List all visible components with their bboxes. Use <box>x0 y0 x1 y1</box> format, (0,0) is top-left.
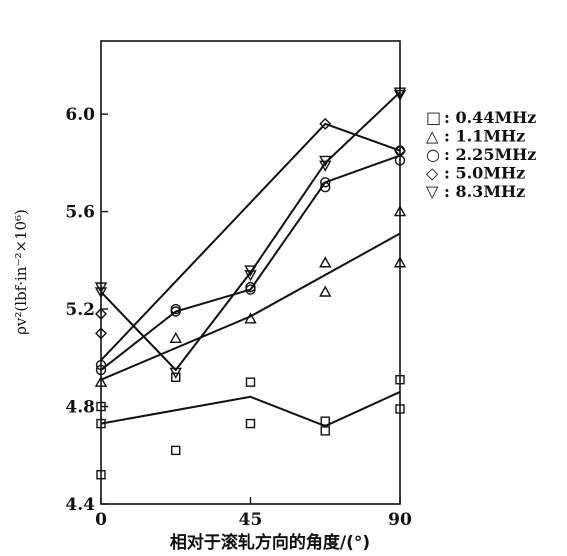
data-point <box>95 364 107 376</box>
data-point <box>96 401 106 412</box>
legend-label: : 2.25MHz <box>444 145 536 164</box>
y-axis-title: ρv²(lbf·in⁻²×10⁶) <box>12 209 30 335</box>
y-tick-label: 5.2 <box>65 300 95 320</box>
data-point <box>95 307 107 320</box>
data-point <box>393 256 407 268</box>
data-point <box>169 331 182 343</box>
data-point <box>319 155 332 167</box>
x-axis-title: 相对于滚轧方向的角度/(°) <box>170 532 370 553</box>
y-tick-label: 6.0 <box>65 105 95 125</box>
data-point <box>94 375 108 387</box>
data-point <box>244 270 257 282</box>
series-markers <box>94 87 407 480</box>
data-point <box>171 372 181 382</box>
legend-marker: △ <box>426 127 439 146</box>
legend-label: : 1.1MHz <box>444 127 525 146</box>
data-point <box>395 375 405 385</box>
data-point <box>394 144 406 157</box>
data-point <box>393 89 407 102</box>
legend-marker: ◇ <box>426 164 439 183</box>
data-point <box>395 404 405 414</box>
series-line-4 <box>100 91 401 372</box>
data-point <box>320 182 331 193</box>
data-point <box>319 117 332 130</box>
data-point <box>95 359 107 371</box>
data-point <box>393 87 407 99</box>
data-point <box>245 377 256 387</box>
legend-marker: ○ <box>426 145 440 164</box>
data-point <box>319 160 332 172</box>
legend-label: : 5.0MHz <box>444 164 525 183</box>
legend-marker: □ <box>426 108 441 127</box>
legend-label: : 8.3MHz <box>444 182 525 201</box>
data-point <box>94 287 108 299</box>
data-point <box>319 256 332 268</box>
legend: □: 0.44MHz △ : 1.1MHz○: 2.25MHz ◇ : 5.0MHz ▽:… <box>426 108 536 201</box>
x-tick-label: 90 <box>388 510 412 530</box>
series-line-3 <box>100 122 401 361</box>
data-point <box>170 303 181 315</box>
data-point <box>320 426 330 436</box>
data-point <box>320 177 331 188</box>
y-tick-label: 4.4 <box>65 495 95 515</box>
data-point <box>169 367 182 379</box>
data-point <box>244 265 257 277</box>
data-point <box>171 445 181 456</box>
data-point <box>94 282 108 294</box>
series-line-0 <box>100 390 401 428</box>
series-line-2 <box>100 154 401 371</box>
ticks: 4.4 4.8 5.2 5.6 6.0 0 45 90 <box>65 105 412 530</box>
data-point <box>319 285 332 297</box>
x-tick-label: 45 <box>239 510 263 530</box>
series-line-1 <box>100 232 401 381</box>
legend-label: : 0.44MHz <box>444 108 536 127</box>
x-tick-label: 0 <box>95 510 107 530</box>
data-point <box>244 312 257 324</box>
data-point <box>96 418 106 429</box>
y-tick-label: 4.8 <box>65 398 95 418</box>
data-point <box>245 418 256 429</box>
legend-marker: ▽ <box>426 182 439 201</box>
data-point <box>95 327 107 340</box>
data-point <box>393 205 407 217</box>
data-point <box>245 281 256 293</box>
data-point <box>96 470 106 480</box>
y-tick-label: 5.6 <box>65 203 95 223</box>
series-lines <box>100 91 401 428</box>
data-point <box>320 416 330 426</box>
